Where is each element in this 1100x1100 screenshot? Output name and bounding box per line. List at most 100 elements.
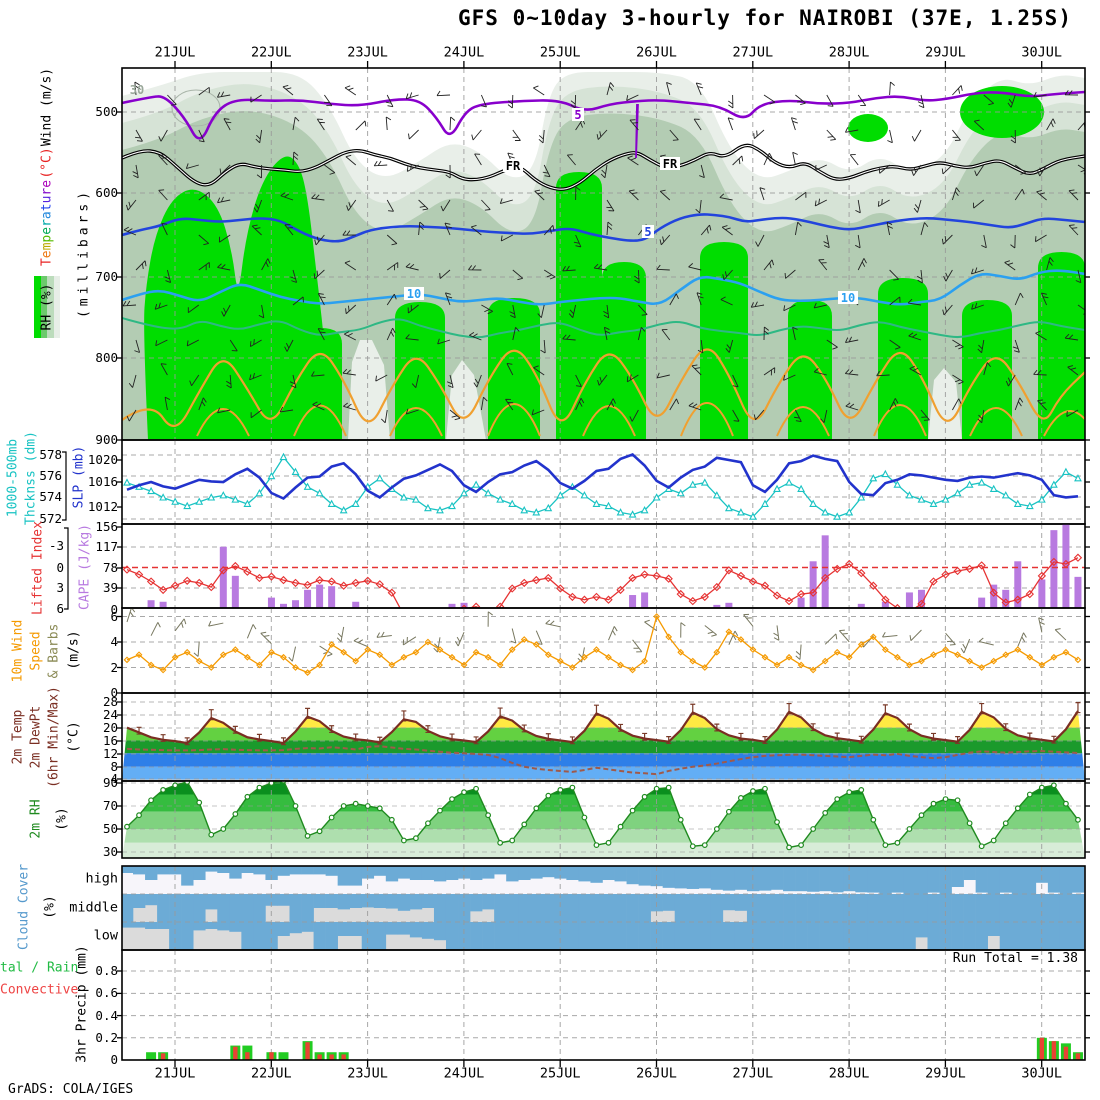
top-date-label: 28JUL [828, 44, 870, 61]
precip-panel [122, 950, 1085, 1060]
thickness-label-2: Thcknss (dm) [23, 431, 39, 525]
y-tick-label: 572 [39, 510, 62, 526]
convective-label: Convective [0, 982, 79, 998]
y-tick-label: 500 [95, 103, 118, 119]
y-tick-label: 24 [102, 706, 118, 722]
y-tick-label: 578 [39, 446, 62, 462]
y-tick-label: 0.4 [95, 1007, 118, 1023]
top-date-label: 21JUL [154, 44, 196, 61]
wind-barbs-upper [122, 81, 1085, 424]
y-tick-label: 30 [102, 843, 118, 859]
top-date-label: 25JUL [539, 44, 581, 61]
bottom-date-label: 23JUL [347, 1065, 388, 1082]
top-date-label: 24JUL [443, 44, 485, 61]
y-tick-label: 4 [110, 633, 118, 649]
y-tick-label: 156 [95, 518, 118, 534]
y-tick-label: 0 [56, 559, 64, 575]
bottom-date-label: 30JUL [1021, 1065, 1063, 1082]
temp2m-panel [122, 693, 1085, 781]
rh-colorbar-label: RH (%) [39, 283, 55, 331]
top-date-label: 27JUL [732, 44, 774, 61]
cloud-row-label: middle [69, 899, 118, 916]
y-tick-label: 16 [102, 732, 118, 748]
y-tick-label: 2 [110, 659, 118, 675]
y-tick-label: 0 [110, 684, 118, 700]
cloud-row-label: low [93, 927, 118, 944]
dewpt-label: 2m DewPt [28, 705, 44, 769]
cloud-row-label: high [85, 870, 118, 887]
bottom-date-label: 28JUL [828, 1065, 870, 1082]
y-tick-label: 1016 [87, 473, 118, 489]
y-tick-label: 700 [95, 268, 118, 284]
y-tick-label: 8 [110, 758, 118, 774]
slp-label: SLP (mb) [71, 445, 87, 509]
y-tick-label: 576 [39, 467, 62, 483]
y-tick-label: 12 [102, 745, 118, 761]
y-tick-label: 117 [95, 538, 118, 554]
slp-thickness-panel [122, 440, 1085, 524]
top-date-label: 22JUL [250, 44, 292, 61]
wind10m-unit-label: (m/s) [66, 630, 82, 670]
y-tick-label: 574 [39, 488, 62, 504]
y-tick-label: 0.6 [95, 985, 118, 1001]
y-tick-label: 28 [102, 693, 118, 709]
top-date-label: 23JUL [347, 44, 388, 61]
lifted-index-label: Lifted Index [30, 521, 46, 615]
svg-text:5: 5 [644, 225, 651, 239]
top-date-label: 29JUL [925, 44, 966, 61]
y-tick-label: 6 [56, 600, 64, 616]
bottom-date-label: 21JUL [154, 1065, 196, 1082]
y-tick-label: 78 [102, 559, 118, 575]
svg-text:5: 5 [574, 108, 581, 122]
total-rain-label: tal / Rain [0, 960, 79, 976]
cloud-unit-label: (%) [42, 895, 58, 919]
barbs-label: & Barbs [46, 623, 62, 679]
y-tick-label: 0.8 [95, 962, 118, 978]
wind10m-label-1: 10m Wind [10, 619, 26, 683]
y-tick-label: 1012 [87, 498, 118, 514]
temp-unit-label: (°C) [39, 147, 55, 179]
y-tick-label: -3 [48, 537, 64, 553]
top-date-label: 26JUL [636, 44, 677, 61]
rh-colorbar: RH (%) [34, 276, 60, 338]
y-tick-label: 800 [95, 349, 118, 365]
y-tick-label: 4 [110, 770, 118, 786]
bottom-date-label: 27JUL [732, 1065, 774, 1082]
millibars-label: (millibars) [76, 187, 92, 319]
y-tick-label: 70 [102, 797, 118, 813]
rh2m-unit-label: (%) [54, 807, 70, 831]
rh2m-panel [122, 781, 1085, 858]
y-tick-label: 600 [95, 184, 118, 200]
y-tick-label: 39 [102, 579, 118, 595]
temp2m-unit-label: (°C) [66, 721, 82, 753]
cloud-panel [122, 866, 1085, 950]
run-total-text: Run Total = 1.38 [952, 951, 1078, 966]
y-tick-label: 6 [110, 608, 118, 624]
wind10m-panel [122, 608, 1085, 693]
temp2m-label: 2m Temp [10, 709, 26, 765]
svg-text:30: 30 [130, 83, 144, 97]
cloud-cover-label: Cloud Cover [16, 863, 32, 951]
svg-text:10: 10 [407, 287, 421, 301]
page-title: GFS 0~10day 3-hourly for NAIROBI (37E, 1… [458, 6, 1072, 30]
y-tick-label: 0 [110, 601, 118, 617]
li-cape-panel [122, 524, 1085, 608]
bottom-date-label: 29JUL [925, 1065, 966, 1082]
upper-air-panel: 30 FR FR 5 5 10 10 [122, 68, 1085, 440]
wind-axis-label: Wind (m/s) [39, 67, 55, 147]
svg-text:FR: FR [506, 159, 521, 173]
bottom-date-label: 24JUL [443, 1065, 485, 1082]
y-tick-label: 50 [102, 820, 118, 836]
y-tick-label: 20 [102, 719, 118, 735]
temperature-label: Temperature [39, 179, 55, 267]
cape-label: CAPE (J/kg) [77, 523, 93, 611]
bottom-date-label: 22JUL [250, 1065, 292, 1082]
y-tick-label: 1020 [87, 451, 118, 467]
svg-text:FR: FR [663, 157, 678, 171]
y-tick-label: 90 [102, 774, 118, 790]
bottom-date-label: 25JUL [539, 1065, 581, 1082]
y-tick-label: 0 [110, 1051, 118, 1067]
wind10m-label-2: Speed [28, 631, 44, 671]
